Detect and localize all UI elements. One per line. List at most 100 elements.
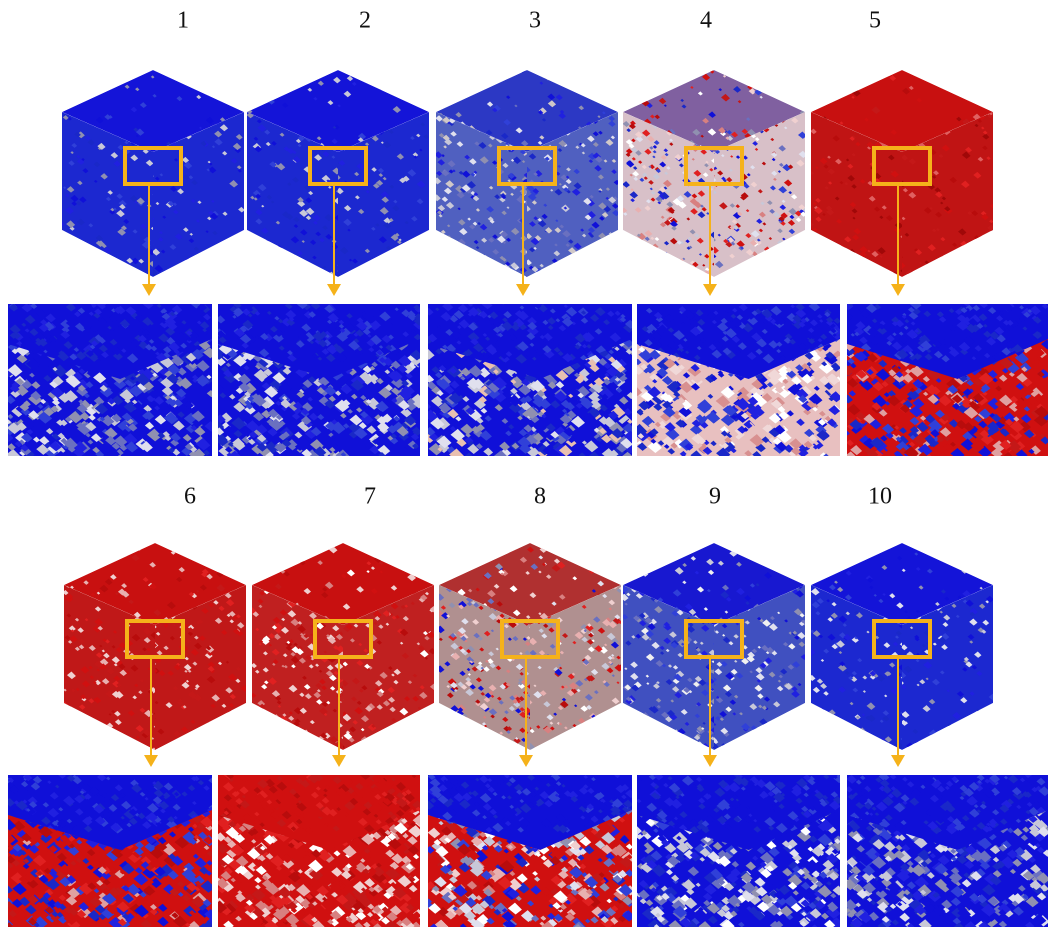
grain	[794, 249, 803, 256]
grain	[463, 84, 471, 91]
grain	[593, 258, 601, 265]
grain	[577, 70, 585, 77]
grain	[270, 77, 277, 83]
grain	[456, 265, 459, 268]
grain	[565, 82, 573, 89]
grain	[773, 253, 779, 258]
grain	[417, 69, 420, 72]
grain	[630, 88, 636, 93]
grain	[684, 72, 692, 79]
grain	[452, 82, 458, 87]
grain	[795, 101, 802, 107]
grain	[445, 252, 452, 258]
grain	[218, 247, 227, 255]
grain	[199, 269, 206, 275]
grain	[626, 260, 634, 267]
grain	[744, 275, 747, 278]
grain	[255, 88, 261, 93]
grain	[78, 245, 83, 249]
grain	[789, 268, 795, 273]
grain	[289, 276, 293, 279]
grain	[194, 264, 200, 269]
grain	[660, 257, 667, 263]
grain	[756, 83, 763, 89]
grain	[273, 77, 279, 83]
grain	[387, 72, 392, 76]
grain	[625, 253, 628, 256]
grain	[608, 260, 615, 266]
grain	[644, 258, 650, 263]
grain	[539, 272, 547, 279]
grain	[780, 274, 786, 279]
grain	[593, 79, 598, 83]
grain	[406, 79, 411, 83]
grain	[652, 254, 660, 261]
grain	[490, 266, 498, 273]
grain	[792, 96, 799, 102]
grain	[627, 275, 633, 280]
grain	[749, 266, 753, 269]
grain	[205, 253, 209, 256]
grain	[601, 257, 605, 260]
grain	[606, 245, 611, 249]
grain	[696, 69, 701, 73]
grain	[509, 68, 517, 75]
grain	[588, 266, 592, 270]
grain	[208, 259, 216, 266]
grain	[666, 272, 671, 276]
grain	[498, 69, 503, 73]
grain	[477, 273, 483, 278]
grain	[621, 274, 627, 279]
grain	[773, 267, 778, 271]
grain	[222, 255, 227, 259]
grain	[630, 246, 639, 253]
grain	[594, 95, 598, 98]
grain	[797, 277, 800, 280]
grain	[395, 248, 401, 253]
grain	[84, 92, 89, 97]
grain	[609, 255, 612, 258]
grain	[76, 265, 83, 271]
grain	[65, 242, 73, 249]
grain	[260, 90, 265, 94]
grain	[394, 269, 401, 275]
grain	[609, 254, 614, 258]
grain	[679, 77, 687, 84]
grain	[325, 277, 329, 281]
grain	[83, 87, 86, 90]
grain	[390, 83, 399, 91]
grain	[752, 84, 756, 87]
grain	[248, 273, 256, 280]
grain	[394, 74, 400, 79]
grain	[665, 265, 671, 270]
grain	[93, 271, 99, 276]
grain	[253, 271, 261, 278]
cube	[245, 69, 433, 282]
grain	[636, 269, 644, 276]
grain	[594, 87, 600, 92]
grain	[493, 273, 499, 278]
grain	[794, 267, 802, 274]
grain	[369, 70, 378, 77]
grain	[786, 271, 791, 275]
grain	[214, 264, 219, 269]
grain	[762, 273, 766, 276]
grain	[624, 77, 629, 81]
grain	[645, 246, 652, 252]
grain	[389, 260, 394, 264]
grain	[386, 84, 391, 88]
grain	[549, 276, 557, 283]
grain	[693, 74, 698, 78]
grain	[275, 264, 278, 267]
grain	[591, 252, 598, 258]
grain	[377, 70, 384, 76]
grain	[561, 75, 570, 82]
grain	[196, 80, 199, 83]
grain	[529, 276, 537, 283]
grain	[643, 254, 651, 261]
grain	[236, 100, 242, 105]
grain	[713, 276, 720, 282]
grain	[586, 72, 591, 76]
grain	[437, 245, 445, 251]
grain	[207, 84, 211, 88]
